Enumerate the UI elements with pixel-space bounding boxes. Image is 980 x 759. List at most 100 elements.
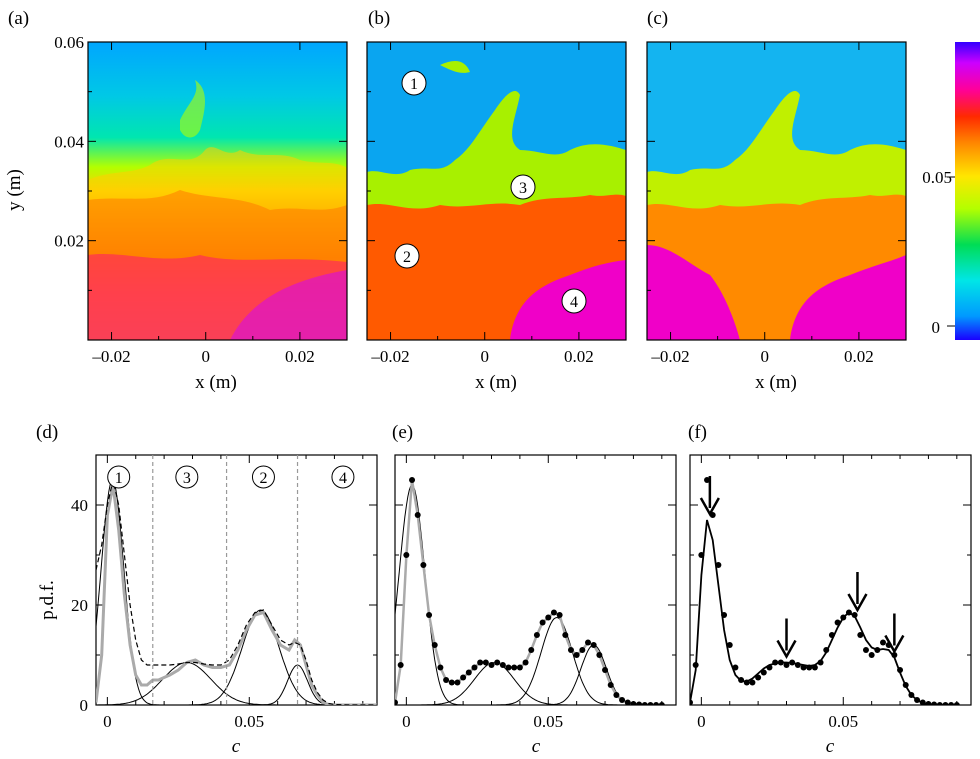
- data-point: [573, 652, 580, 658]
- panel-f-pdf-chart: 0 0.05: [689, 454, 972, 731]
- colorbar-axis: 0 0.05: [922, 168, 955, 337]
- data-point: [721, 612, 728, 618]
- panel-label-c: (c): [647, 8, 668, 29]
- data-point: [828, 632, 835, 638]
- data-point: [880, 639, 887, 646]
- panel-c-xlabel: x (m): [755, 372, 797, 393]
- data-point: [562, 632, 569, 638]
- colorbar-tick-005: 0.05: [922, 168, 952, 187]
- data-point: [647, 702, 654, 705]
- data-point: [738, 677, 745, 683]
- data-point: [545, 614, 552, 621]
- data-point: [692, 662, 699, 668]
- data-point: [499, 662, 506, 668]
- x-tick-label-b: –0.02: [370, 347, 409, 366]
- data-point: [914, 697, 921, 703]
- data-point: [522, 659, 529, 666]
- gaussian-component-2: [96, 661, 376, 705]
- data-point: [613, 692, 620, 698]
- x-tick-label-b: 0: [480, 347, 489, 366]
- data-point: [704, 477, 711, 483]
- x-tick-label-c: 0: [760, 347, 769, 366]
- gaussian-component-1: [96, 479, 376, 705]
- colorbar: [955, 42, 980, 340]
- data-point: [437, 664, 444, 671]
- data-point: [482, 659, 489, 666]
- y-tick-label: 20: [71, 596, 88, 615]
- data-point: [845, 609, 852, 616]
- data-point: [454, 679, 461, 686]
- data-point: [948, 702, 955, 705]
- data-point: [403, 552, 410, 558]
- data-point: [414, 512, 421, 518]
- region-marker-label: 1: [115, 470, 123, 487]
- data-point: [488, 662, 495, 668]
- peak-arrow-head: [776, 639, 797, 660]
- x-tick-label: 0: [402, 712, 411, 731]
- data-point: [806, 664, 813, 671]
- data-point: [585, 639, 592, 646]
- data-point: [732, 664, 739, 671]
- series-fit-line: [395, 479, 662, 705]
- region-marker-label: 3: [183, 470, 191, 487]
- data-point: [511, 664, 518, 671]
- data-point: [443, 677, 450, 683]
- panel-d-pdf-chart: 0 0.05 0 20 40 1 3 2 4: [71, 454, 378, 731]
- region-label-2: 2: [403, 249, 411, 266]
- data-point: [690, 699, 693, 705]
- data-point: [395, 699, 398, 705]
- panel-c-heatmap: [647, 42, 906, 340]
- data-point: [953, 702, 960, 705]
- panel-a-ylabel: y (m): [4, 169, 25, 211]
- data-point: [590, 642, 597, 648]
- data-point: [811, 664, 818, 671]
- x-tick-label-c: –0.02: [650, 347, 689, 366]
- panel-label-b: (b): [368, 8, 390, 29]
- plot-area: [395, 477, 675, 705]
- peak-arrow-head: [699, 497, 720, 517]
- y-tick-label: 40: [71, 496, 88, 515]
- y-tick-label: 0.06: [54, 33, 84, 52]
- y-tick-label: 0: [80, 696, 89, 715]
- data-point: [891, 652, 898, 658]
- y-tick-label: 0.02: [54, 232, 84, 251]
- data-point: [755, 674, 762, 681]
- colorbar-tick-0: 0: [932, 318, 941, 337]
- series-data-line: [96, 484, 377, 705]
- data-point: [817, 659, 824, 666]
- data-point: [749, 679, 756, 686]
- panel-label-e: (e): [392, 422, 413, 443]
- panel-b-xlabel: x (m): [475, 372, 517, 393]
- data-point: [908, 692, 915, 698]
- data-point: [857, 632, 864, 638]
- plot-frame: [689, 454, 972, 706]
- data-point: [800, 664, 807, 671]
- data-point: [653, 702, 660, 705]
- data-point: [556, 612, 563, 618]
- data-point: [397, 662, 404, 668]
- data-point: [823, 647, 830, 653]
- region-marker-label: 2: [259, 470, 267, 487]
- data-point: [772, 659, 779, 666]
- x-tick-label: 0: [697, 712, 706, 731]
- region-label-3: 3: [519, 180, 527, 197]
- data-point: [567, 647, 574, 653]
- data-point: [897, 667, 904, 673]
- plot-area: [96, 455, 377, 705]
- gaussian-component-2: [395, 661, 675, 705]
- panel-f-xlabel: c: [826, 736, 835, 757]
- data-point: [658, 702, 665, 705]
- plot-area: [690, 477, 960, 705]
- data-point: [505, 664, 512, 671]
- plot-frame: [95, 454, 378, 706]
- data-point: [760, 669, 767, 676]
- x-tick-label: 0.05: [828, 712, 858, 731]
- data-point: [789, 659, 796, 666]
- panel-label-d: (d): [36, 422, 58, 443]
- panel-a-xlabel: x (m): [195, 372, 237, 393]
- data-point: [579, 647, 586, 653]
- gaussian-component-1: [395, 484, 675, 705]
- data-point: [426, 612, 433, 618]
- region-marker-circle: [251, 465, 275, 489]
- peak-arrow-head: [884, 634, 905, 655]
